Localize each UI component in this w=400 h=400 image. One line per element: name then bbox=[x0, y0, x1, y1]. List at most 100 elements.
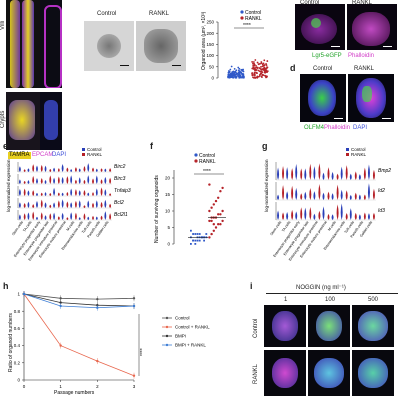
violin-control bbox=[70, 202, 73, 208]
control-point bbox=[196, 233, 199, 235]
violin-control bbox=[286, 211, 289, 220]
violin-control bbox=[18, 188, 21, 196]
control-point bbox=[232, 70, 235, 73]
violin-control bbox=[367, 183, 370, 200]
violin-rankl bbox=[282, 185, 285, 200]
panel-d-rankl-label: RANKL bbox=[354, 66, 375, 72]
control-point bbox=[232, 72, 235, 75]
gene-label: Bcl2l1 bbox=[114, 212, 128, 218]
legend-rankl-marker bbox=[82, 153, 85, 156]
rankl-point bbox=[251, 61, 254, 63]
control-point bbox=[242, 74, 245, 77]
violin-rankl bbox=[372, 169, 375, 180]
violin-rankl bbox=[100, 179, 103, 184]
y-tick-label: 50 bbox=[209, 64, 215, 69]
rankl-point bbox=[266, 70, 269, 72]
control-point bbox=[239, 72, 242, 74]
rankl-point bbox=[252, 66, 254, 68]
violin-control bbox=[61, 212, 64, 220]
control-point bbox=[205, 233, 208, 235]
rankl-point bbox=[259, 73, 262, 76]
control-point bbox=[239, 76, 242, 78]
category-label: Tuft cells bbox=[344, 220, 356, 234]
control-point bbox=[240, 73, 243, 75]
violin-control bbox=[53, 202, 56, 208]
legend-rankl-label: RANKL bbox=[245, 16, 262, 22]
violin-control bbox=[87, 192, 90, 196]
control-point bbox=[194, 239, 197, 242]
violin-control bbox=[70, 169, 73, 172]
control-point bbox=[198, 239, 201, 242]
rankl-point bbox=[255, 71, 258, 74]
rankl-point bbox=[221, 186, 224, 190]
violin-rankl bbox=[66, 192, 69, 196]
dose-label-1: 1 bbox=[284, 297, 288, 303]
violin-control bbox=[304, 168, 307, 180]
y-axis-label: Ratio of organoid numbers bbox=[8, 313, 14, 372]
rankl-point bbox=[264, 70, 267, 73]
x-tick-label: 0 bbox=[23, 384, 26, 389]
rankl-point bbox=[261, 71, 264, 74]
violin-rankl bbox=[318, 184, 321, 200]
significance-label: **** bbox=[203, 169, 211, 175]
panel-letter-e: e bbox=[3, 141, 9, 151]
violin-rankl bbox=[83, 179, 86, 184]
violin-rankl bbox=[345, 165, 348, 180]
control-point bbox=[230, 65, 233, 68]
violin-rankl bbox=[354, 212, 357, 220]
violin-control bbox=[104, 199, 107, 208]
control-point bbox=[236, 72, 239, 75]
violin-rankl bbox=[354, 171, 357, 180]
violin-rankl bbox=[300, 168, 303, 180]
crypts-label: Crypts bbox=[0, 110, 6, 128]
y-tick-label: 0.6 bbox=[14, 326, 21, 331]
control-point bbox=[235, 76, 237, 79]
rankl-point bbox=[265, 64, 268, 67]
rankl-point bbox=[266, 60, 269, 62]
rankl-point bbox=[254, 69, 257, 72]
tamra-legend: TAMRA bbox=[8, 152, 31, 159]
violin-control bbox=[87, 163, 90, 172]
panel-b-control-label: Control bbox=[97, 11, 117, 17]
panel-letter-g: g bbox=[262, 141, 268, 151]
violin-control bbox=[340, 203, 343, 220]
rankl-point bbox=[251, 73, 254, 76]
violin-rankl bbox=[66, 201, 69, 208]
olfm4-legend: OLFM4 bbox=[304, 125, 325, 131]
panel-letter-f: f bbox=[150, 141, 153, 151]
violin-control bbox=[95, 168, 98, 172]
rankl-point bbox=[257, 63, 260, 66]
legend-label: Control bbox=[175, 316, 190, 321]
noggin-title: NOGGIN (ng ml⁻¹) bbox=[296, 285, 346, 291]
y-tick-label: 0.8 bbox=[14, 309, 21, 314]
violin-control bbox=[27, 201, 30, 208]
violin-rankl bbox=[100, 201, 103, 208]
control-point bbox=[190, 243, 192, 245]
violin-control bbox=[27, 212, 30, 220]
row-label-rankl: RANKL bbox=[253, 363, 259, 384]
significance-label: **** bbox=[243, 23, 251, 29]
control-point bbox=[235, 69, 238, 72]
rankl-point bbox=[261, 68, 264, 71]
rankl-point bbox=[254, 66, 257, 69]
surviving-organoids-chart: Number of surviving organoids 0 5 10 15 20 *… bbox=[154, 153, 226, 247]
violin-control bbox=[78, 200, 81, 208]
y-tick-label: 10 bbox=[165, 209, 171, 214]
violin-rankl bbox=[282, 165, 285, 180]
violin-control bbox=[61, 176, 64, 184]
violin-rankl bbox=[23, 202, 26, 208]
violin-control bbox=[78, 177, 81, 184]
violin-control bbox=[304, 207, 307, 220]
violin-rankl bbox=[327, 191, 330, 200]
violin-rankl bbox=[92, 178, 94, 184]
rankl-point bbox=[261, 74, 264, 77]
rankl-point bbox=[260, 61, 263, 63]
villi-magenta-image bbox=[40, 0, 62, 88]
violin-control bbox=[95, 200, 98, 208]
legend-marker bbox=[165, 334, 169, 338]
rankl-point bbox=[261, 76, 263, 79]
rankl-point bbox=[217, 213, 220, 216]
olfm4-control-image bbox=[300, 74, 346, 122]
rankl-point bbox=[212, 203, 215, 206]
